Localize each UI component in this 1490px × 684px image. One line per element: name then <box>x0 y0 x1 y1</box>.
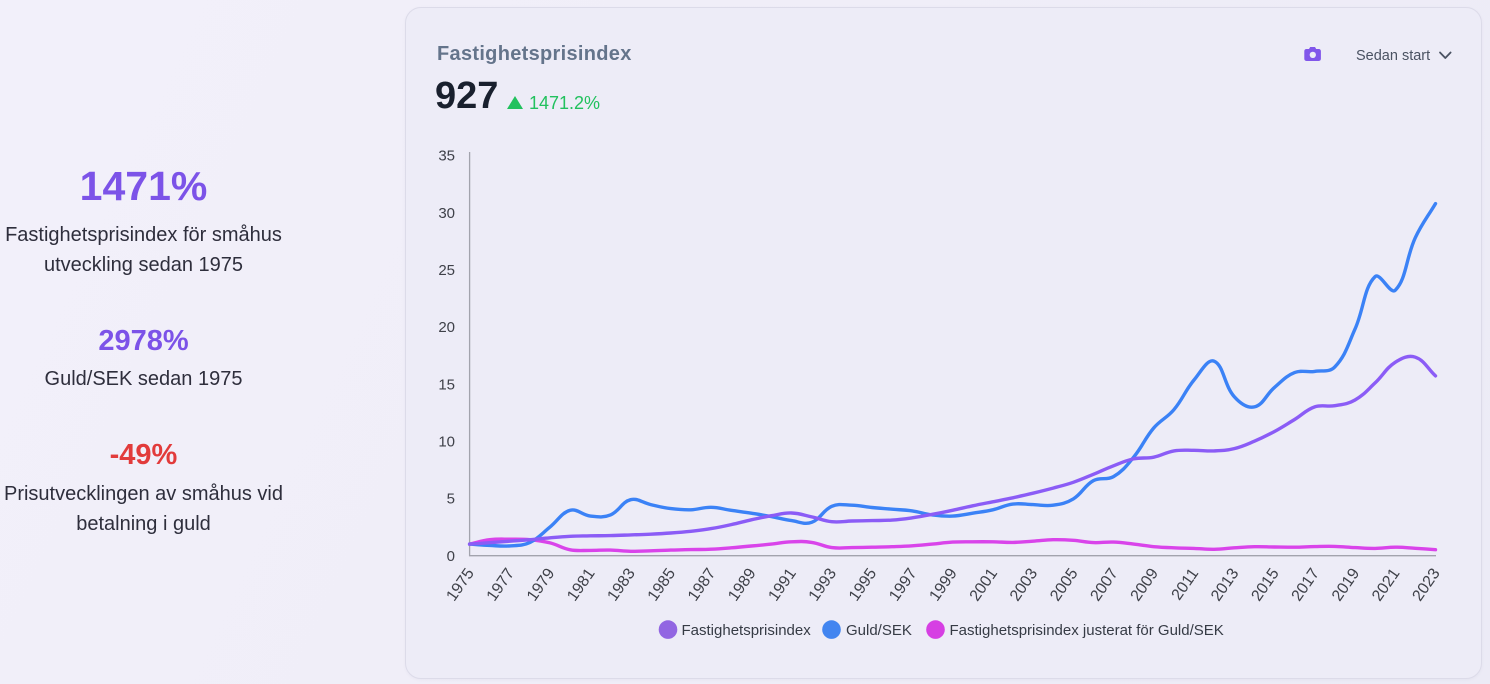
svg-text:1991: 1991 <box>766 565 800 604</box>
svg-text:2011: 2011 <box>1169 565 1203 603</box>
svg-text:1995: 1995 <box>846 565 880 604</box>
svg-text:1997: 1997 <box>886 565 920 604</box>
svg-text:1989: 1989 <box>725 565 759 604</box>
svg-text:15: 15 <box>438 376 455 393</box>
svg-text:2021: 2021 <box>1369 565 1403 604</box>
svg-text:2023: 2023 <box>1409 565 1443 604</box>
svg-text:20: 20 <box>438 319 455 336</box>
svg-text:2003: 2003 <box>1007 565 1041 604</box>
svg-text:2007: 2007 <box>1087 565 1121 604</box>
svg-text:2005: 2005 <box>1047 565 1081 604</box>
svg-text:1981: 1981 <box>564 565 598 604</box>
svg-text:2017: 2017 <box>1289 565 1323 604</box>
svg-text:0: 0 <box>447 548 455 565</box>
svg-text:2009: 2009 <box>1128 565 1162 604</box>
svg-text:1987: 1987 <box>685 565 719 604</box>
svg-text:25: 25 <box>438 262 455 279</box>
svg-text:35: 35 <box>438 148 455 165</box>
svg-text:Fastighetsprisindex justerat f: Fastighetsprisindex justerat för Guld/SE… <box>950 622 1224 639</box>
svg-text:10: 10 <box>438 434 455 451</box>
svg-text:5: 5 <box>447 491 455 508</box>
svg-text:1999: 1999 <box>926 565 960 604</box>
svg-text:2015: 2015 <box>1248 565 1282 604</box>
svg-text:1975: 1975 <box>444 565 478 604</box>
svg-text:2019: 2019 <box>1329 565 1363 604</box>
svg-text:2013: 2013 <box>1208 565 1242 604</box>
svg-text:Guld/SEK: Guld/SEK <box>846 622 912 639</box>
svg-text:2001: 2001 <box>967 565 1001 604</box>
svg-text:1985: 1985 <box>645 565 679 604</box>
svg-text:1983: 1983 <box>605 565 639 604</box>
svg-text:Fastighetsprisindex: Fastighetsprisindex <box>682 622 812 639</box>
svg-text:30: 30 <box>438 205 455 222</box>
svg-text:1977: 1977 <box>484 565 518 604</box>
svg-text:1993: 1993 <box>806 565 840 604</box>
svg-text:1979: 1979 <box>524 565 558 604</box>
